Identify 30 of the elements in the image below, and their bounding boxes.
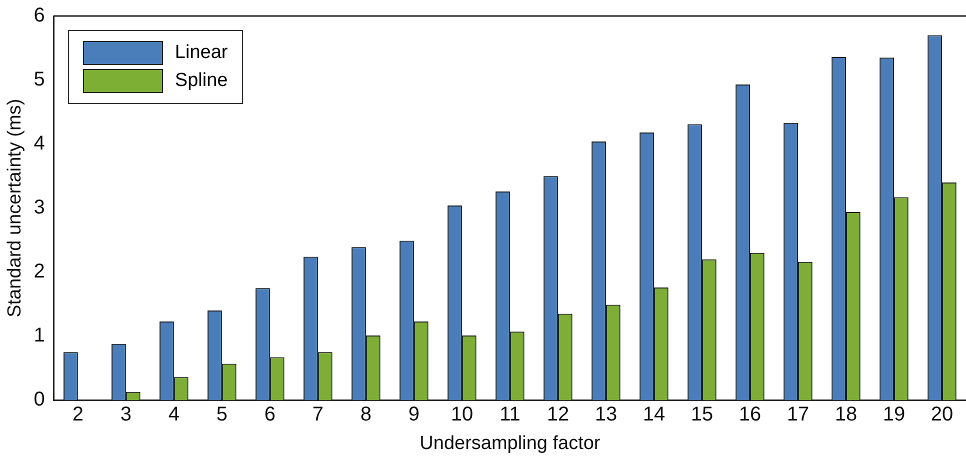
x-tick-label: 15	[690, 404, 714, 426]
y-tick-label: 6	[34, 4, 45, 27]
legend-label: Linear	[174, 42, 228, 64]
legend-label: Spline	[174, 70, 228, 92]
x-tick-label: 7	[312, 404, 324, 426]
x-tick-label: 14	[642, 404, 666, 426]
x-tick-label: 10	[450, 404, 474, 426]
x-tick-label: 4	[168, 404, 180, 426]
x-tick-label: 17	[786, 404, 810, 426]
x-tick-label: 6	[264, 404, 276, 426]
x-tick-label: 12	[546, 404, 570, 426]
y-tick-label: 1	[34, 324, 45, 347]
x-tick-label: 3	[120, 404, 132, 426]
x-tick-label: 8	[360, 404, 372, 426]
x-tick-label: 2	[72, 404, 84, 426]
x-tick-label: 9	[408, 404, 420, 426]
x-tick-label: 5	[216, 404, 228, 426]
y-axis-title: Standard uncertainty (ms)	[4, 98, 26, 318]
y-tick-label: 5	[34, 68, 45, 91]
x-tick-label: 18	[834, 404, 858, 426]
x-tick-label: 13	[594, 404, 618, 426]
x-tick-label: 20	[930, 404, 954, 426]
x-tick-label: 19	[882, 404, 906, 426]
x-axis-title: Undersampling factor	[420, 432, 601, 454]
y-tick-label: 0	[34, 388, 45, 411]
x-tick-label: 16	[738, 404, 762, 426]
x-tick-label: 11	[500, 404, 520, 426]
y-tick-label: 3	[34, 196, 45, 219]
y-tick-label: 4	[34, 132, 45, 155]
y-tick-label: 2	[34, 260, 45, 283]
